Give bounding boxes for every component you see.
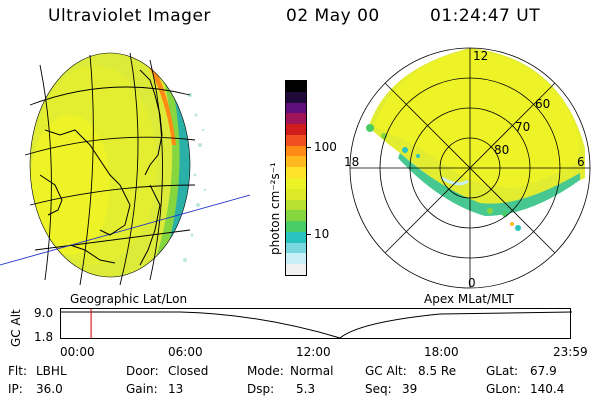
dsp-value: 5.3: [296, 382, 316, 396]
colorbar-segment: [286, 124, 306, 135]
colorbar-unit-label: photon cm⁻²s⁻¹: [268, 162, 282, 255]
coastlines: [39, 69, 163, 266]
timeline-axis-title: GC Alt: [9, 309, 23, 347]
gain-label: Gain:: [126, 382, 158, 396]
colorbar-segment: [286, 156, 306, 168]
colorbar-tick-10: [306, 234, 311, 235]
colorbar-segment: [286, 253, 306, 265]
seq-value: 39: [402, 382, 418, 396]
mode-label: Mode:: [247, 364, 284, 378]
colorbar-segment: [286, 188, 306, 200]
mlt-label-18: 18: [344, 155, 359, 169]
geo-grid: [0, 52, 250, 286]
dsp-label: Dsp:: [247, 382, 275, 396]
gcalt-label: GC Alt:: [365, 364, 407, 378]
ip-label: IP:: [8, 382, 23, 396]
glon-label: GLon:: [486, 382, 521, 396]
mlt-label-6: 6: [577, 155, 585, 169]
timeline-xtick-2: 12:00: [296, 345, 331, 359]
flt-value: LBHL: [36, 364, 67, 378]
gain-value: 13: [168, 382, 184, 396]
glat-value: 67.9: [530, 364, 557, 378]
colorbar-segment: [286, 80, 306, 92]
instrument-title: Ultraviolet Imager: [48, 6, 211, 26]
timeline-ytick-9: 9.0: [34, 306, 54, 320]
colorbar-segment: [286, 91, 306, 103]
mlat-label-70: 70: [515, 120, 530, 134]
colorbar-tick-100: [306, 147, 311, 148]
flt-label: Flt:: [8, 364, 27, 378]
time-label: 01:24:47 UT: [430, 6, 541, 26]
colorbar-segment: [286, 210, 306, 222]
limb-noise: [183, 93, 207, 262]
gcalt-value: 8.5 Re: [418, 364, 457, 378]
timeline-xtick-4: 23:59: [553, 345, 588, 359]
colorbar-segment: [286, 134, 306, 146]
polar-grid: [349, 47, 591, 289]
glon-value: 140.4: [530, 382, 565, 396]
colorbar: [285, 80, 307, 276]
colorbar-segment: [286, 145, 306, 157]
timeline-ytick-1-8: 1.8: [34, 330, 54, 344]
colorbar-segment: [286, 177, 306, 189]
mlat-label-80: 80: [494, 143, 509, 157]
seq-label: Seq:: [365, 382, 392, 396]
colorbar-segment: [286, 113, 306, 125]
mlat-label-60: 60: [535, 97, 550, 111]
colorbar-segment: [286, 199, 306, 211]
door-value: Closed: [168, 364, 209, 378]
door-label: Door:: [126, 364, 159, 378]
altitude-curve: [60, 311, 572, 339]
polar-mlt-plot: 12 18 6 0 60 70 80: [344, 47, 591, 290]
mlt-label-12: 12: [473, 49, 488, 63]
colorbar-segment: [286, 102, 306, 114]
glat-label: GLat:: [486, 364, 519, 378]
colorbar-segment: [286, 167, 306, 178]
timeline-xtick-3: 18:00: [424, 345, 459, 359]
colorbar-tick-label-10: 10: [314, 227, 330, 241]
date-label: 02 May 00: [286, 6, 380, 26]
timeline-xtick-1: 06:00: [168, 345, 203, 359]
geographic-globe-image: [0, 52, 250, 286]
timeline-xtick-0: 00:00: [60, 345, 95, 359]
apex-panel-label: Apex MLat/MLT: [424, 292, 514, 306]
colorbar-segment: [286, 242, 306, 254]
mlt-label-0: 0: [468, 276, 476, 290]
timeline-plot: [60, 308, 572, 339]
mode-value: Normal: [290, 364, 334, 378]
colorbar-segment: [286, 221, 306, 232]
colorbar-segment: [286, 264, 306, 275]
colorbar-segment: [286, 231, 306, 243]
geographic-panel-label: Geographic Lat/Lon: [70, 292, 188, 306]
ip-value: 36.0: [36, 382, 63, 396]
colorbar-tick-label-100: 100: [314, 140, 337, 154]
